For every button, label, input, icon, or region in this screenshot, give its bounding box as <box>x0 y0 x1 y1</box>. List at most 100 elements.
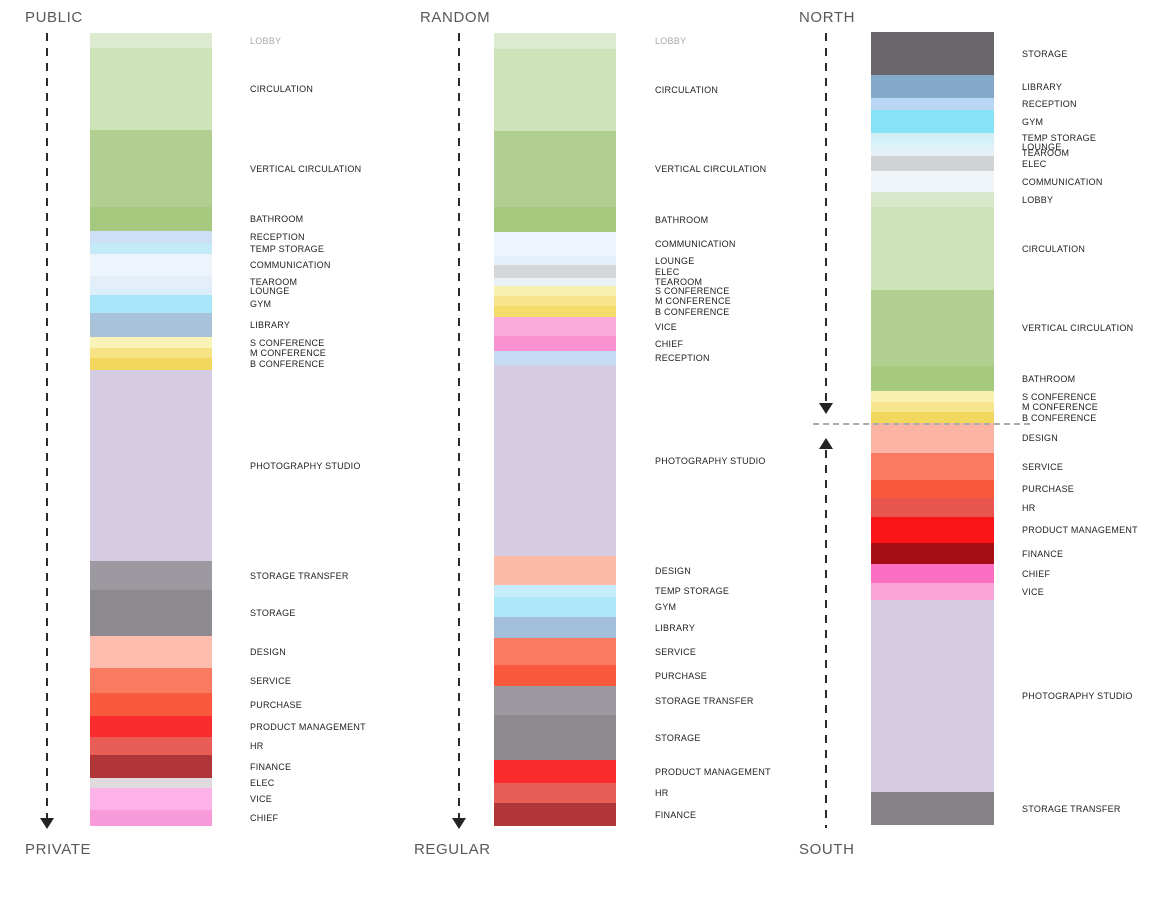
bar-segment-communication <box>494 232 616 256</box>
segment-label: VERTICAL CIRCULATION <box>250 163 362 174</box>
segment-label: PURCHASE <box>655 670 708 681</box>
bar-segment-bathroom <box>90 207 212 231</box>
segment-label: PHOTOGRAPHY STUDIO <box>655 455 766 466</box>
bar-segment-communication <box>90 254 212 276</box>
bar-segment-lounge <box>90 287 212 295</box>
segment-label: VICE <box>1022 586 1045 597</box>
bar-segment-service <box>494 638 616 665</box>
axis-title-public: PUBLIC <box>25 9 83 26</box>
bar-segment-purchase <box>494 665 616 686</box>
bar-segment-library <box>494 617 616 638</box>
segment-label: COMMUNICATION <box>250 260 331 270</box>
bar-segment-finance <box>90 755 212 778</box>
arrowhead-down-icon <box>819 403 833 414</box>
axis-title-random: RANDOM <box>420 9 491 26</box>
bar-segment-product-management <box>494 760 616 783</box>
bar-segment-bathroom <box>494 207 616 232</box>
bar-segment-tearoom <box>90 276 212 287</box>
segment-label: TEMP STORAGE <box>655 586 730 596</box>
segment-label: VICE <box>250 794 273 804</box>
bar-segment-finance <box>494 803 616 826</box>
bar-segment-photography-studio <box>494 365 616 556</box>
segment-label: HR <box>655 788 669 798</box>
bar-segment-reception <box>871 98 994 110</box>
segment-label: M CONFERENCE <box>250 348 327 358</box>
bar-segment-chief <box>90 810 212 826</box>
bar-segment-chief <box>871 564 994 583</box>
bar-segment-service <box>871 453 994 480</box>
bar-segment-elec <box>90 778 212 788</box>
segment-label: LIBRARY <box>655 622 696 633</box>
bar-segment-photography-studio <box>90 370 212 561</box>
segment-label: STORAGE TRANSFER <box>1022 803 1121 814</box>
bar-segment-vice <box>871 583 994 600</box>
bar-segment-lounge <box>494 256 616 265</box>
segment-label: S CONFERENCE <box>655 286 730 296</box>
segment-label: STORAGE <box>1022 48 1068 59</box>
segment-label: SERVICE <box>655 646 697 657</box>
bar-segment-lobby <box>871 192 994 207</box>
segment-label: TEMP STORAGE <box>1022 133 1097 143</box>
segment-label: CHIEF <box>250 813 279 823</box>
axis-title-south: SOUTH <box>799 841 855 858</box>
segment-label: GYM <box>1022 116 1044 127</box>
bar-segment-tearoom <box>494 278 616 286</box>
segment-label: HR <box>1022 502 1036 513</box>
bar-segment-vertical-circulation <box>494 131 616 207</box>
segment-label: CIRCULATION <box>1022 243 1086 254</box>
segment-label: LOUNGE <box>655 255 695 266</box>
arrowhead-up-icon <box>819 438 833 449</box>
segment-label: CHIEF <box>1022 568 1051 579</box>
bar-segment-b-conference <box>494 306 616 317</box>
segment-label: DESIGN <box>655 565 692 576</box>
segment-label: SERVICE <box>250 675 292 686</box>
segment-label: PHOTOGRAPHY STUDIO <box>1022 691 1133 701</box>
bar-segment-storage <box>871 32 994 75</box>
bar-segment-temp-storage <box>494 585 616 597</box>
bar-segment-product-management <box>90 716 212 737</box>
bar-segment-s-conference <box>90 337 212 348</box>
bar-segment-chief <box>494 336 616 351</box>
segment-label: PRODUCT MANAGEMENT <box>250 721 366 732</box>
axis-title-regular: REGULAR <box>414 841 491 858</box>
segment-label: DESIGN <box>250 647 287 657</box>
segment-label: TEMP STORAGE <box>250 243 325 254</box>
arrowhead-down-icon <box>40 818 54 829</box>
bar-segment-b-conference <box>90 358 212 370</box>
bar-segment-circulation <box>90 48 212 130</box>
bar-segment-reception <box>494 351 616 365</box>
bar-segment-gym <box>871 110 994 133</box>
segment-label: STORAGE <box>250 608 296 618</box>
segment-label: LOBBY <box>1022 194 1054 205</box>
segment-label: S CONFERENCE <box>250 337 325 348</box>
flow-dashed-line <box>46 33 48 818</box>
segment-label: LOUNGE <box>1022 141 1062 152</box>
bar-segment-lobby <box>90 33 212 48</box>
segment-label: RECEPTION <box>1022 99 1077 109</box>
bar-segment-vice <box>90 788 212 810</box>
bar-segment-storage-transfer <box>494 686 616 715</box>
bar-segment-reception <box>90 231 212 243</box>
flow-dashed-line <box>458 33 460 818</box>
bar-segment-library <box>90 313 212 337</box>
segment-label: VERTICAL CIRCULATION <box>655 164 767 174</box>
segment-label: ELEC <box>250 778 275 788</box>
segment-label: HR <box>250 741 264 751</box>
segment-label: LIBRARY <box>250 320 291 330</box>
bar-segment-vertical-circulation <box>90 130 212 207</box>
bar-segment-vertical-circulation <box>871 290 994 366</box>
segment-label: COMMUNICATION <box>655 239 736 249</box>
segment-label: CIRCULATION <box>250 84 314 94</box>
bar-segment-s-conference <box>871 391 994 402</box>
segment-label: ELEC <box>1022 158 1047 169</box>
segment-label: FINANCE <box>1022 548 1064 559</box>
bar-segment-hr <box>90 737 212 755</box>
bar-segment-bathroom <box>871 366 994 391</box>
bar-segment-temp-storage <box>90 243 212 254</box>
bar-segment-product-management <box>871 517 994 543</box>
flow-dashed-line <box>825 33 827 403</box>
segment-label: STORAGE TRANSFER <box>655 695 754 706</box>
bar-segment-m-conference <box>90 348 212 358</box>
segment-label: B CONFERENCE <box>655 306 730 317</box>
